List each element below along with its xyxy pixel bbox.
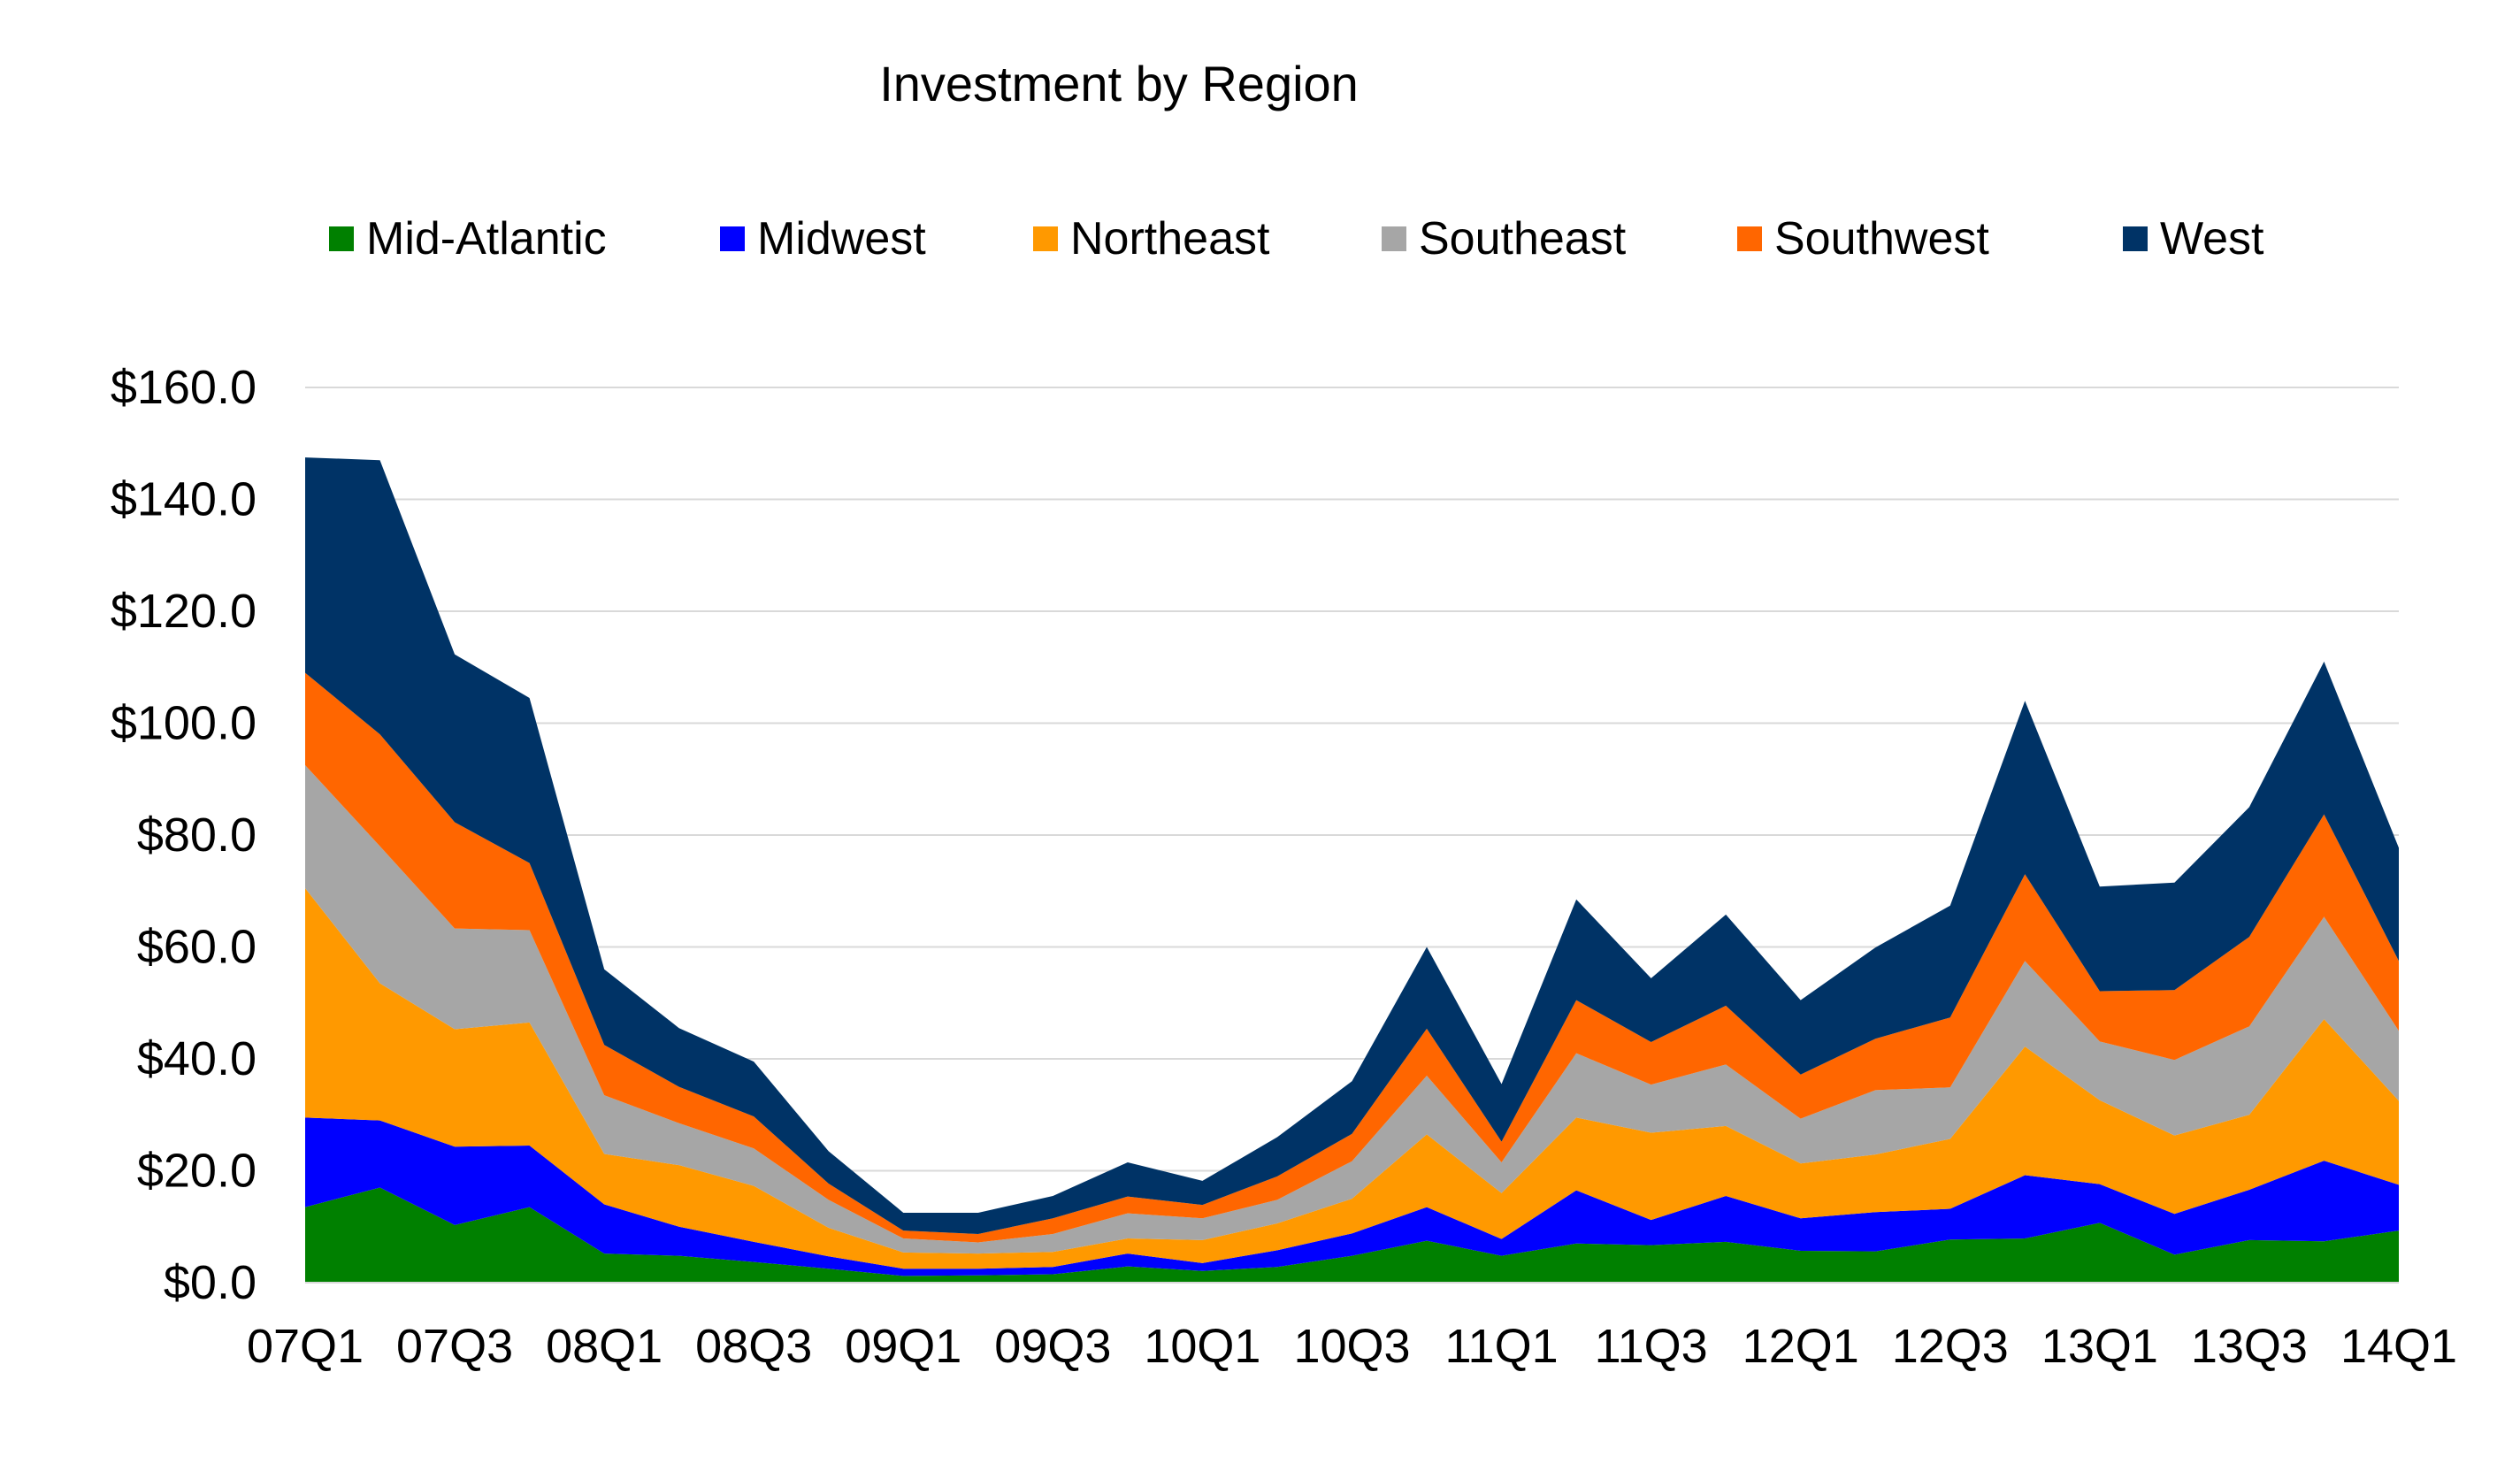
x-tick-label: 07Q3 [396, 1320, 513, 1373]
legend-swatch [1033, 226, 1058, 251]
legend-swatch [720, 226, 745, 251]
x-tick-label: 10Q3 [1293, 1320, 1410, 1373]
area-series-southeast [305, 764, 2399, 1254]
y-tick-label: $160.0 [111, 361, 257, 414]
x-tick-label: 09Q1 [845, 1320, 961, 1373]
legend-label: Mid-Atlantic [366, 213, 607, 264]
axes: $0.0 $20.0 $40.0 $60.0 $80.0 $100.0 $120.0 $140… [111, 361, 2457, 1373]
x-tick-label: 08Q1 [546, 1320, 663, 1373]
x-tick-label: 13Q1 [2041, 1320, 2158, 1373]
y-tick-label: $20.0 [137, 1145, 257, 1198]
legend-label: Midwest [757, 213, 926, 264]
y-tick-label: $40.0 [137, 1032, 257, 1085]
area-series-west [305, 457, 2399, 1234]
legend-item: Northeast [1033, 212, 1269, 265]
legend-swatch [2123, 226, 2148, 251]
x-tick-label: 08Q3 [695, 1320, 812, 1373]
legend-swatch [1737, 226, 1762, 251]
y-tick-label: $120.0 [111, 585, 257, 638]
y-tick-label: $0.0 [164, 1256, 257, 1309]
y-tick-label: $100.0 [111, 697, 257, 750]
area-series-midwest [305, 1117, 2399, 1276]
x-tick-label: 11Q1 [1445, 1320, 1559, 1373]
y-tick-label: $140.0 [111, 473, 257, 526]
legend-swatch [329, 226, 354, 251]
legend-label: Southeast [1419, 213, 1627, 264]
legend-item: Southwest [1737, 212, 1989, 265]
legend-item: West [2123, 212, 2264, 265]
legend-label: West [2160, 213, 2264, 264]
legend-label: Northeast [1070, 213, 1270, 264]
legend-swatch [1382, 226, 1406, 251]
x-tick-label: 11Q3 [1595, 1320, 1708, 1373]
area-series-mid-atlantic [305, 1187, 2399, 1283]
x-tick-label: 09Q3 [994, 1320, 1111, 1373]
area-series-group [305, 457, 2399, 1283]
x-tick-label: 14Q1 [2340, 1320, 2457, 1373]
x-tick-label: 10Q1 [1144, 1320, 1260, 1373]
y-tick-label: $80.0 [137, 809, 257, 862]
legend: Mid-Atlantic Midwest Northeast Southeast Sou… [0, 212, 2520, 274]
y-tick-label: $60.0 [137, 921, 257, 974]
legend-label: Southwest [1774, 213, 1989, 264]
x-tick-label: 07Q1 [247, 1320, 364, 1373]
area-series-northeast [305, 888, 2399, 1269]
legend-item: Southeast [1382, 212, 1626, 265]
x-tick-label: 12Q1 [1743, 1320, 1859, 1373]
legend-item: Mid-Atlantic [329, 212, 607, 265]
x-tick-label: 13Q3 [2191, 1320, 2308, 1373]
chart-title: Investment by Region [879, 56, 1359, 111]
x-tick-label: 12Q3 [1892, 1320, 2009, 1373]
legend-item: Midwest [720, 212, 926, 265]
